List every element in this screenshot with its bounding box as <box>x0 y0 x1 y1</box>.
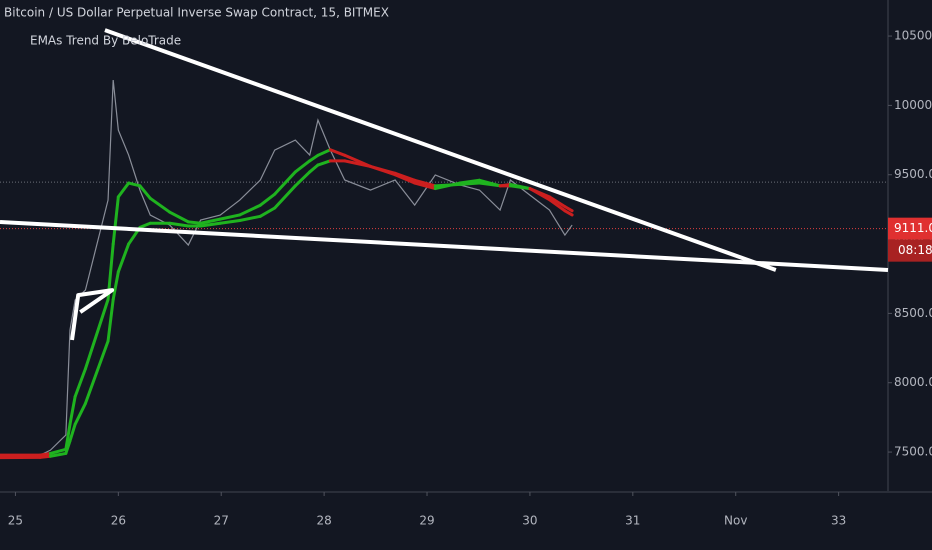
trendline <box>104 28 777 272</box>
y-tick-label: 8000.0 <box>894 375 932 389</box>
ema-segment <box>111 270 120 302</box>
ema-segment <box>127 181 142 188</box>
ema-segment <box>138 221 152 229</box>
ema-segment <box>218 218 242 225</box>
ema-segment <box>316 148 332 157</box>
y-tick-label: 10500.0 <box>894 29 932 43</box>
y-tick-label: 7500.0 <box>894 445 932 459</box>
ema-segment <box>116 181 131 199</box>
ema-segment <box>308 163 320 174</box>
ema-segment <box>168 221 190 228</box>
ema-segment <box>393 171 417 182</box>
y-tick-label: 8500.0 <box>894 306 932 320</box>
x-tick-label: 28 <box>316 514 331 528</box>
x-tick-label: 30 <box>522 514 537 528</box>
ema-segment <box>328 148 347 157</box>
ema-segment <box>563 209 574 217</box>
ema-segment <box>368 164 397 175</box>
ema-segment <box>48 451 68 458</box>
last-price-label: 9111.0 <box>894 221 932 235</box>
ema-segment <box>73 402 87 426</box>
ema-segment <box>458 178 481 185</box>
ema-segment <box>238 203 262 217</box>
ema-segment <box>547 198 567 213</box>
ema-segment <box>273 184 297 210</box>
ema-segment <box>48 447 68 455</box>
ema-segment <box>64 439 72 455</box>
ema-segment <box>168 210 190 224</box>
countdown-label: 08:18 <box>898 243 932 257</box>
ema-segment <box>64 422 72 451</box>
indicator-label: EMAs Trend By BeloTrade <box>30 34 181 48</box>
ema-segment <box>258 192 277 207</box>
ema-segment <box>38 451 52 457</box>
ema-segment <box>83 298 110 371</box>
chart-title: Bitcoin / US Dollar Perpetual Inverse Sw… <box>4 6 389 20</box>
last-price-tag <box>888 217 932 240</box>
ema-segment <box>316 159 332 167</box>
ema-segment <box>106 298 115 343</box>
x-tick-label: 33 <box>831 514 846 528</box>
ema-segment <box>547 195 567 209</box>
ema-segment <box>111 195 120 246</box>
ema-segment <box>199 217 222 225</box>
ema-segment <box>273 170 297 196</box>
ema-segment <box>258 206 277 218</box>
ema-segment <box>393 173 417 185</box>
trendline <box>0 220 889 272</box>
x-tick-label: Nov <box>724 514 747 528</box>
ema-segment <box>477 181 502 188</box>
x-tick-label: 27 <box>214 514 229 528</box>
ema-segment <box>138 184 152 200</box>
ema-segment <box>68 422 77 443</box>
ema-segment <box>308 153 320 163</box>
ema-segment <box>218 213 242 221</box>
ema-segment <box>199 221 222 228</box>
x-tick-label: 26 <box>111 514 126 528</box>
countdown-tag <box>888 239 932 262</box>
ema-segment <box>413 181 437 191</box>
ema-segment <box>73 367 87 399</box>
ema-segment <box>148 196 172 214</box>
ema-segment <box>413 178 437 188</box>
x-tick-label: 25 <box>8 514 23 528</box>
ema-segment <box>293 159 312 174</box>
ema-segment <box>458 181 481 186</box>
ema-segment <box>343 159 372 168</box>
ema-segment <box>116 242 131 274</box>
plot-area <box>0 28 889 460</box>
ema-segment <box>528 187 551 199</box>
ema-segment <box>186 220 203 225</box>
y-tick-label: 9500.0 <box>894 167 932 181</box>
ema-segment <box>508 184 532 191</box>
ema-segment <box>83 339 110 406</box>
ema-segment <box>68 395 77 426</box>
trendline <box>70 288 115 341</box>
ema-segment <box>238 214 262 222</box>
ema-segment <box>433 182 462 188</box>
ema-segment <box>38 454 52 459</box>
ema-segment <box>563 205 574 213</box>
price-line <box>0 79 573 456</box>
x-tick-label: 31 <box>625 514 640 528</box>
ema-segment <box>293 170 312 188</box>
x-tick-label: 29 <box>419 514 434 528</box>
y-tick-label: 10000.0 <box>894 98 932 112</box>
